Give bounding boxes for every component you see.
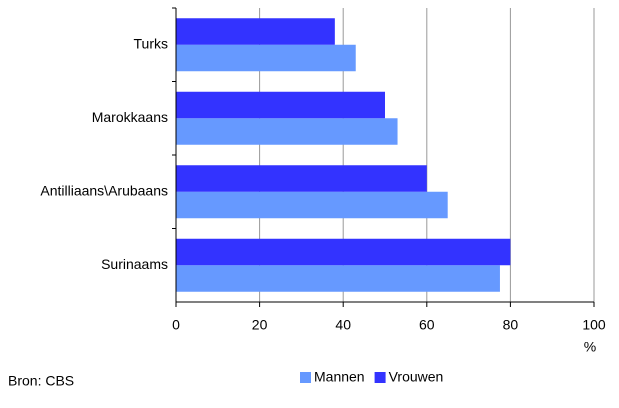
x-tick-label: 20 [252,317,268,333]
bar [176,44,356,72]
bar [176,165,427,192]
legend-swatch [300,372,311,383]
source: Bron: CBS [8,373,74,389]
x-axis-unit: % [584,339,596,355]
legend-label: Vrouwen [389,369,444,385]
x-tick-label: 100 [582,317,606,333]
bar [176,91,385,119]
x-tick-label: 40 [335,317,351,333]
bar [176,191,448,219]
y-tick-label: Turks [134,35,168,51]
legend-swatch [374,372,386,383]
x-tick-label: 80 [503,317,519,333]
y-tick-label: Antilliaans\Arubaans [40,182,168,198]
legend-label: Mannen [314,369,365,385]
x-tick-label: 0 [172,317,180,333]
bar [176,18,335,45]
bar [176,265,500,292]
bar [176,238,511,266]
y-tick-label: Surinaams [101,256,168,272]
y-tick-label: Marokkaans [92,109,168,125]
bar [176,118,398,145]
x-tick-label: 60 [419,317,435,333]
